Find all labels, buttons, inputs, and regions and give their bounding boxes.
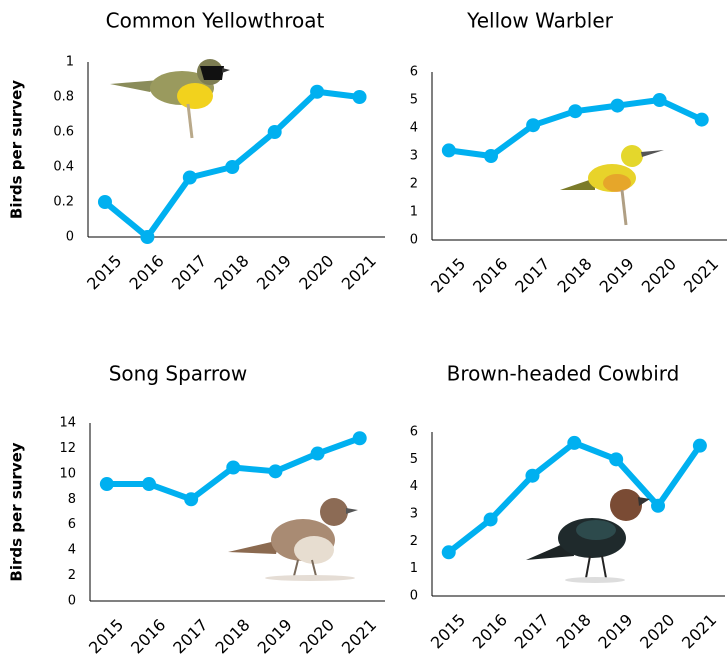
y-tick-label: 0.2 — [53, 195, 74, 210]
bird-yellow-warbler — [560, 145, 664, 225]
point — [484, 512, 498, 526]
y-tick-label: 0.8 — [53, 90, 74, 105]
chart-title: Brown-headed Cowbird — [447, 362, 680, 386]
x-tick-label: 2016 — [126, 251, 168, 293]
chart-title: Song Sparrow — [109, 362, 248, 386]
y-tick-label: 0.6 — [53, 125, 74, 140]
point — [653, 93, 667, 107]
x-tick-label: 2020 — [638, 254, 680, 296]
x-tick-label: 2016 — [127, 615, 169, 657]
y-tick-label: 2 — [410, 534, 418, 549]
y-tick-label: 5 — [410, 452, 418, 467]
y-tick-label: 4 — [410, 479, 418, 494]
point — [226, 461, 240, 475]
x-tick-label: 2021 — [678, 610, 720, 652]
x-tick-label: 2021 — [338, 615, 380, 657]
point — [268, 464, 282, 478]
x-tick-label: 2019 — [254, 615, 296, 657]
x-tick-label: 2017 — [168, 251, 210, 293]
y-tick-label: 8 — [68, 492, 76, 507]
point — [311, 447, 325, 461]
bird-song-sparrow — [228, 498, 358, 581]
y-axis-label: Birds per survey — [8, 80, 26, 219]
point — [484, 149, 498, 163]
x-tick-label: 2019 — [596, 254, 638, 296]
point — [695, 113, 709, 127]
y-tick-label: 0 — [410, 233, 418, 248]
y-tick-label: 12 — [59, 441, 76, 456]
x-tick-label: 2016 — [469, 254, 511, 296]
x-tick-label: 2020 — [636, 610, 678, 652]
y-tick-label: 0 — [66, 230, 74, 245]
point — [353, 90, 367, 104]
point — [610, 99, 624, 113]
y-tick-label: 0 — [410, 589, 418, 604]
y-tick-label: 14 — [59, 416, 76, 431]
point — [567, 436, 581, 450]
x-tick-label: 2015 — [427, 610, 469, 652]
chart-page: Common Yellowthroat Birds per survey 0 0.2 0… — [0, 0, 728, 669]
x-tick-label: 2017 — [169, 615, 211, 657]
point — [568, 104, 582, 118]
x-tick-label: 2018 — [211, 615, 253, 657]
y-tick-label: 4 — [68, 543, 76, 558]
x-tick-label: 2021 — [338, 251, 380, 293]
x-tick-label: 2021 — [680, 254, 722, 296]
y-tick-label: 6 — [68, 517, 76, 532]
y-tick-label: 0.4 — [53, 160, 74, 175]
point — [609, 452, 623, 466]
y-tick-label: 6 — [410, 65, 418, 80]
point — [442, 143, 456, 157]
y-axis-label: Birds per survey — [8, 442, 26, 581]
point — [140, 230, 154, 244]
x-tick-label: 2016 — [469, 610, 511, 652]
y-tick-label: 0 — [68, 594, 76, 609]
point — [525, 469, 539, 483]
y-tick-label: 1 — [410, 561, 418, 576]
y-tick-label: 3 — [410, 149, 418, 164]
y-tick-label: 5 — [410, 93, 418, 108]
bird-yellowthroat — [110, 59, 230, 138]
chart-title: Yellow Warbler — [466, 9, 613, 33]
point — [225, 160, 239, 174]
chart-title: Common Yellowthroat — [106, 9, 325, 33]
x-tick-label: 2018 — [553, 254, 595, 296]
point — [353, 431, 367, 445]
point — [526, 118, 540, 132]
x-tick-label: 2017 — [511, 254, 553, 296]
y-tick-label: 6 — [410, 425, 418, 440]
plots: Common Yellowthroat Birds per survey 0 0.2 0… — [8, 9, 728, 658]
point — [268, 125, 282, 139]
point — [310, 85, 324, 99]
y-tick-label: 1 — [410, 205, 418, 220]
x-tick-label: 2018 — [552, 610, 594, 652]
y-tick-label: 4 — [410, 121, 418, 136]
x-tick-label: 2018 — [210, 251, 252, 293]
point — [142, 477, 156, 491]
x-tick-label: 2015 — [427, 254, 469, 296]
y-tick-label: 3 — [410, 507, 418, 522]
x-tick-label: 2020 — [296, 615, 338, 657]
x-tick-label: 2019 — [594, 610, 636, 652]
x-tick-label: 2020 — [295, 251, 337, 293]
point — [651, 499, 665, 513]
point — [442, 545, 456, 559]
point — [98, 195, 112, 209]
x-tick-label: 2019 — [253, 251, 295, 293]
y-tick-label: 2 — [410, 177, 418, 192]
point — [693, 439, 707, 453]
point — [100, 477, 114, 491]
x-tick-label: 2017 — [511, 610, 553, 652]
point — [183, 171, 197, 185]
point — [184, 492, 198, 506]
x-tick-label: 2015 — [83, 251, 125, 293]
y-tick-label: 2 — [68, 568, 76, 583]
bird-cowbird — [526, 489, 650, 583]
x-tick-label: 2015 — [85, 615, 127, 657]
y-tick-label: 10 — [59, 466, 76, 481]
y-tick-label: 1 — [66, 55, 74, 70]
